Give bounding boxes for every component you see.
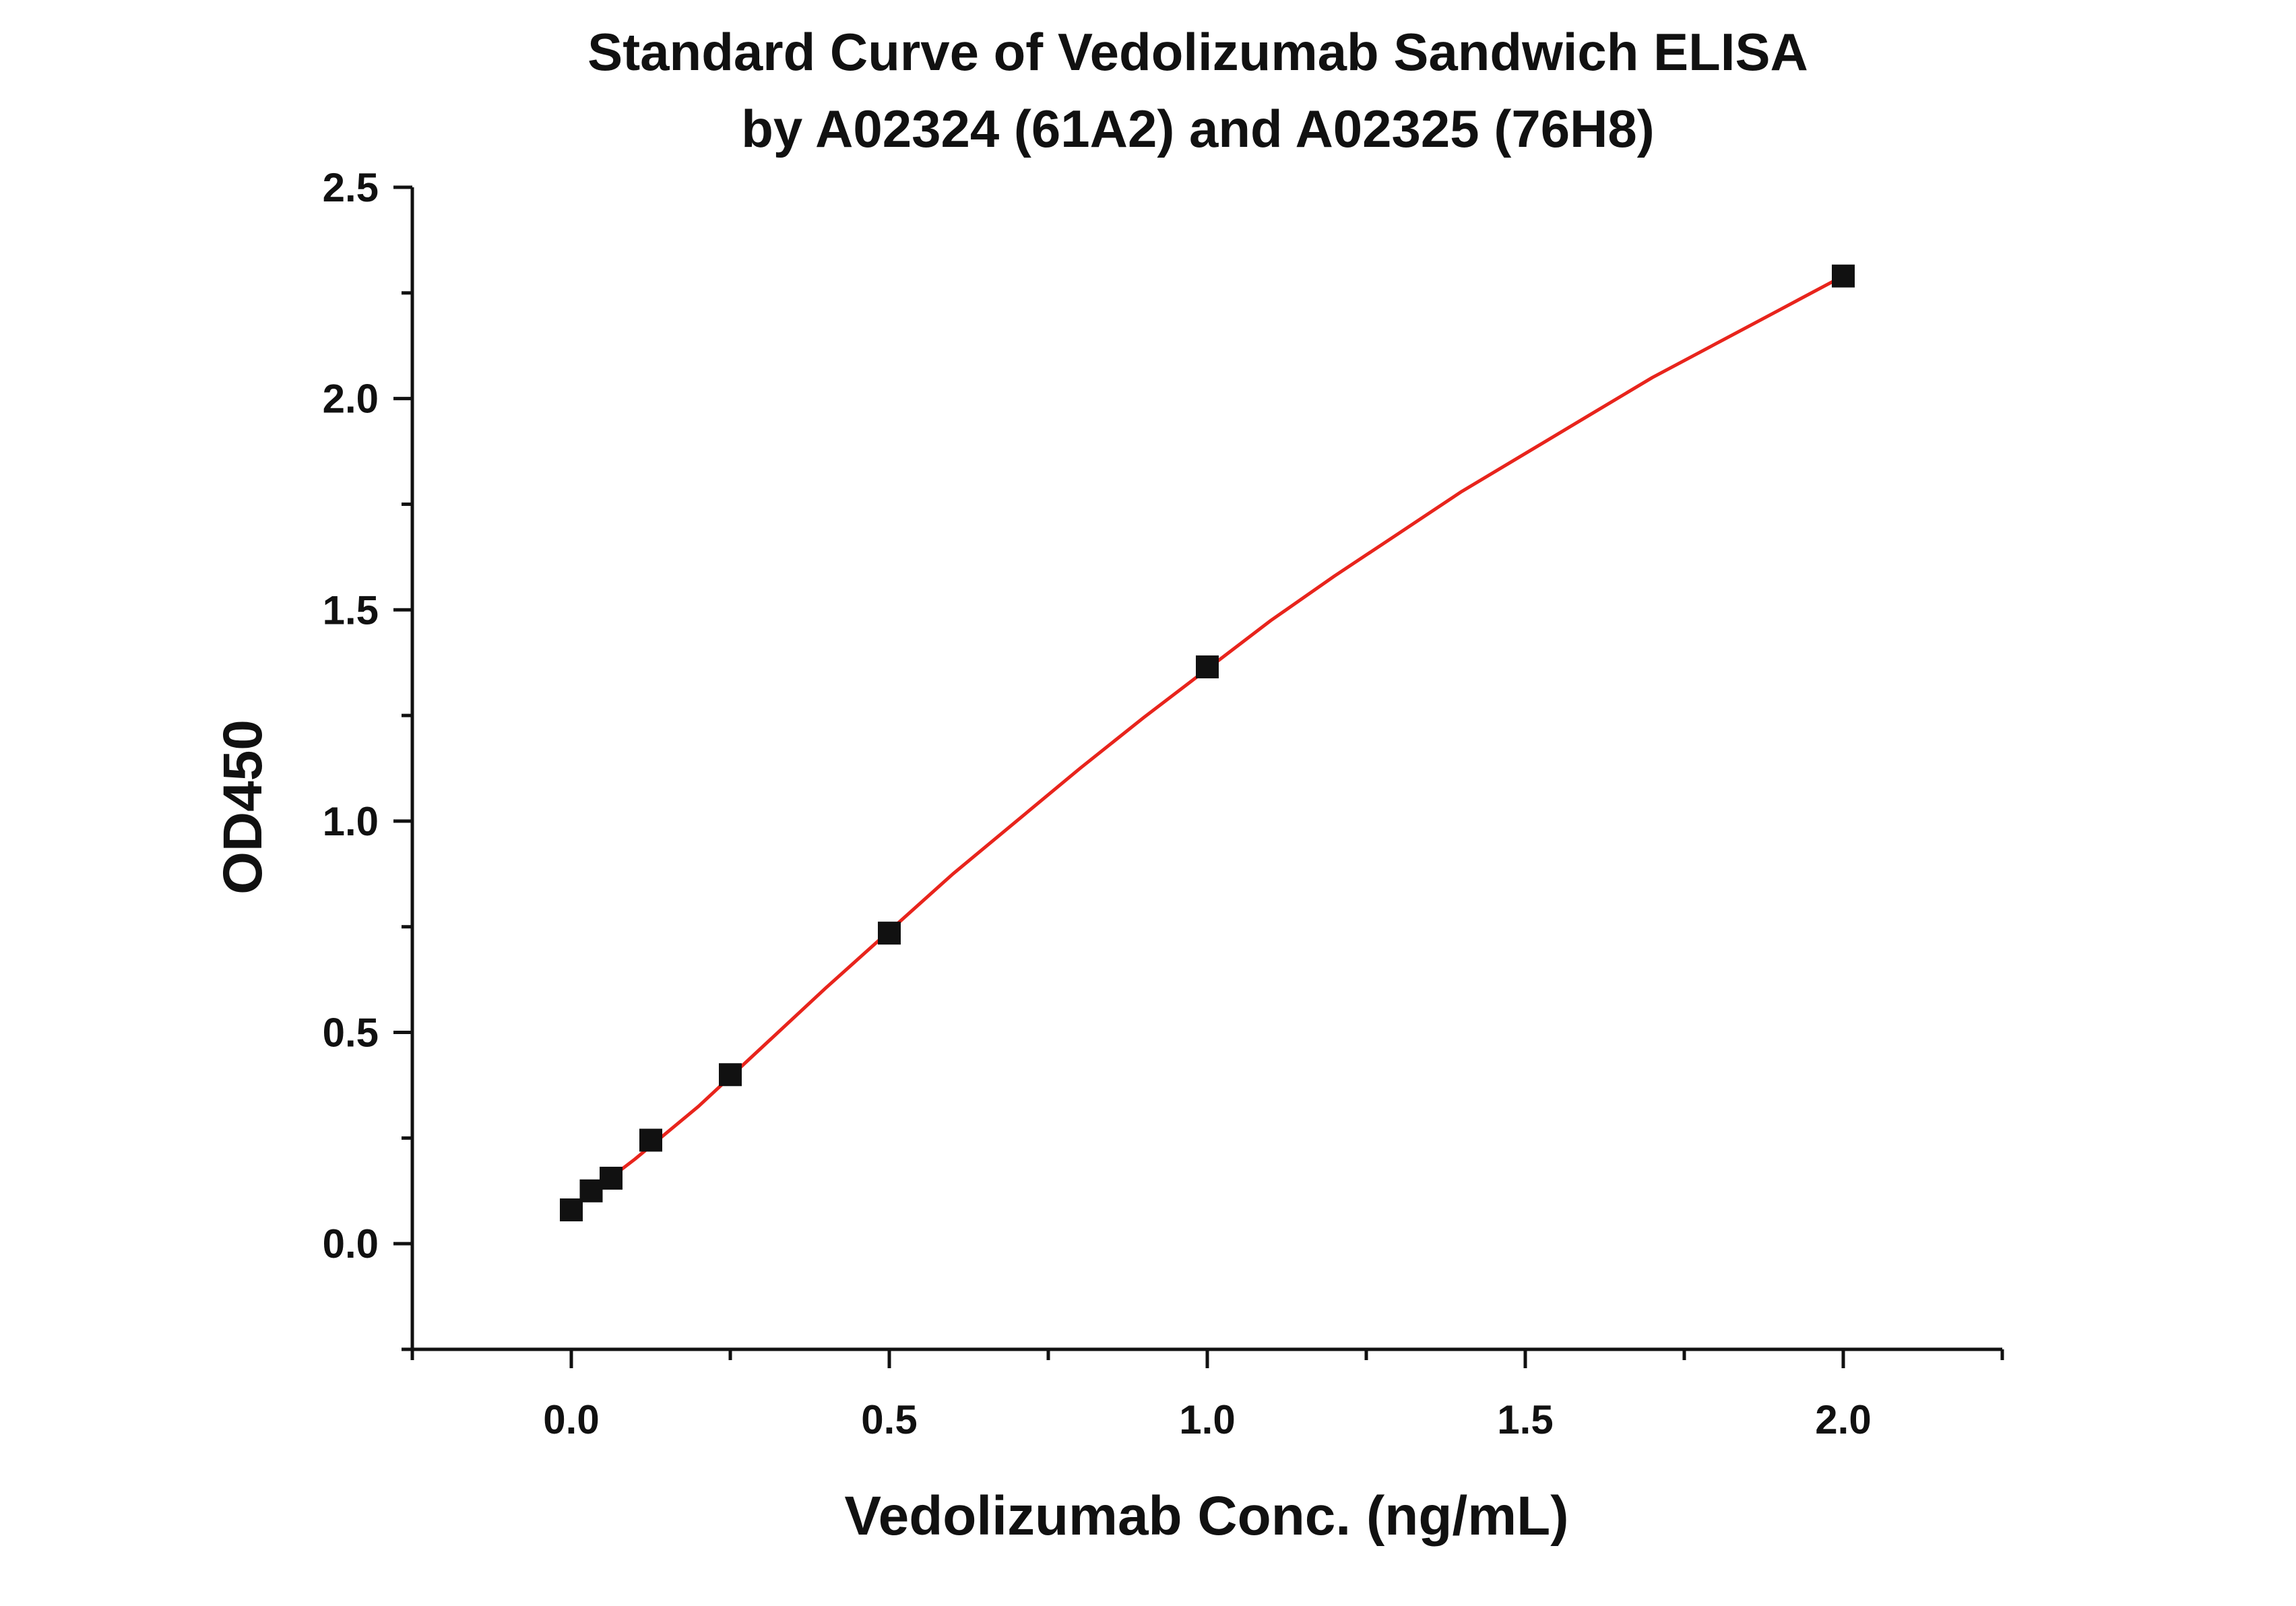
data-points-group xyxy=(560,264,1855,1221)
chart-title-line-1: Standard Curve of Vedolizumab Sandwich E… xyxy=(587,22,1808,82)
fit-curve-group xyxy=(569,274,1845,1210)
x-axis-ticks: 0.0 0.5 1.0 1.5 2.0 xyxy=(410,1349,2004,1442)
y-tick-label: 0.5 xyxy=(323,1010,379,1056)
data-point-marker xyxy=(719,1063,742,1087)
y-tick-label: 0.0 xyxy=(323,1221,379,1266)
x-tick-label: 1.5 xyxy=(1497,1397,1553,1442)
data-point-marker xyxy=(560,1198,583,1221)
data-point-marker xyxy=(1832,264,1855,288)
x-axis-label: Vedolizumab Conc. (ng/mL) xyxy=(844,1485,1568,1547)
chart-title-line-2: by A02324 (61A2) and A02325 (76H8) xyxy=(741,99,1655,158)
data-point-marker xyxy=(1196,655,1219,678)
data-point-marker xyxy=(600,1166,623,1190)
y-axis-ticks: 0.0 0.5 1.0 1.5 2.0 2.5 xyxy=(323,165,412,1351)
y-axis-label: OD450 xyxy=(212,719,274,895)
fit-curve-line xyxy=(569,274,1845,1210)
x-tick-label: 2.0 xyxy=(1815,1397,1871,1442)
x-tick-label: 0.0 xyxy=(543,1397,599,1442)
y-tick-label: 1.5 xyxy=(323,587,379,633)
x-tick-label: 1.0 xyxy=(1179,1397,1235,1442)
y-tick-label: 2.0 xyxy=(323,377,379,422)
y-tick-label: 2.5 xyxy=(323,165,379,210)
x-tick-label: 0.5 xyxy=(861,1397,917,1442)
data-point-marker xyxy=(878,922,901,945)
data-point-marker xyxy=(639,1128,662,1152)
y-tick-label: 1.0 xyxy=(323,799,379,844)
data-point-marker xyxy=(579,1179,603,1202)
